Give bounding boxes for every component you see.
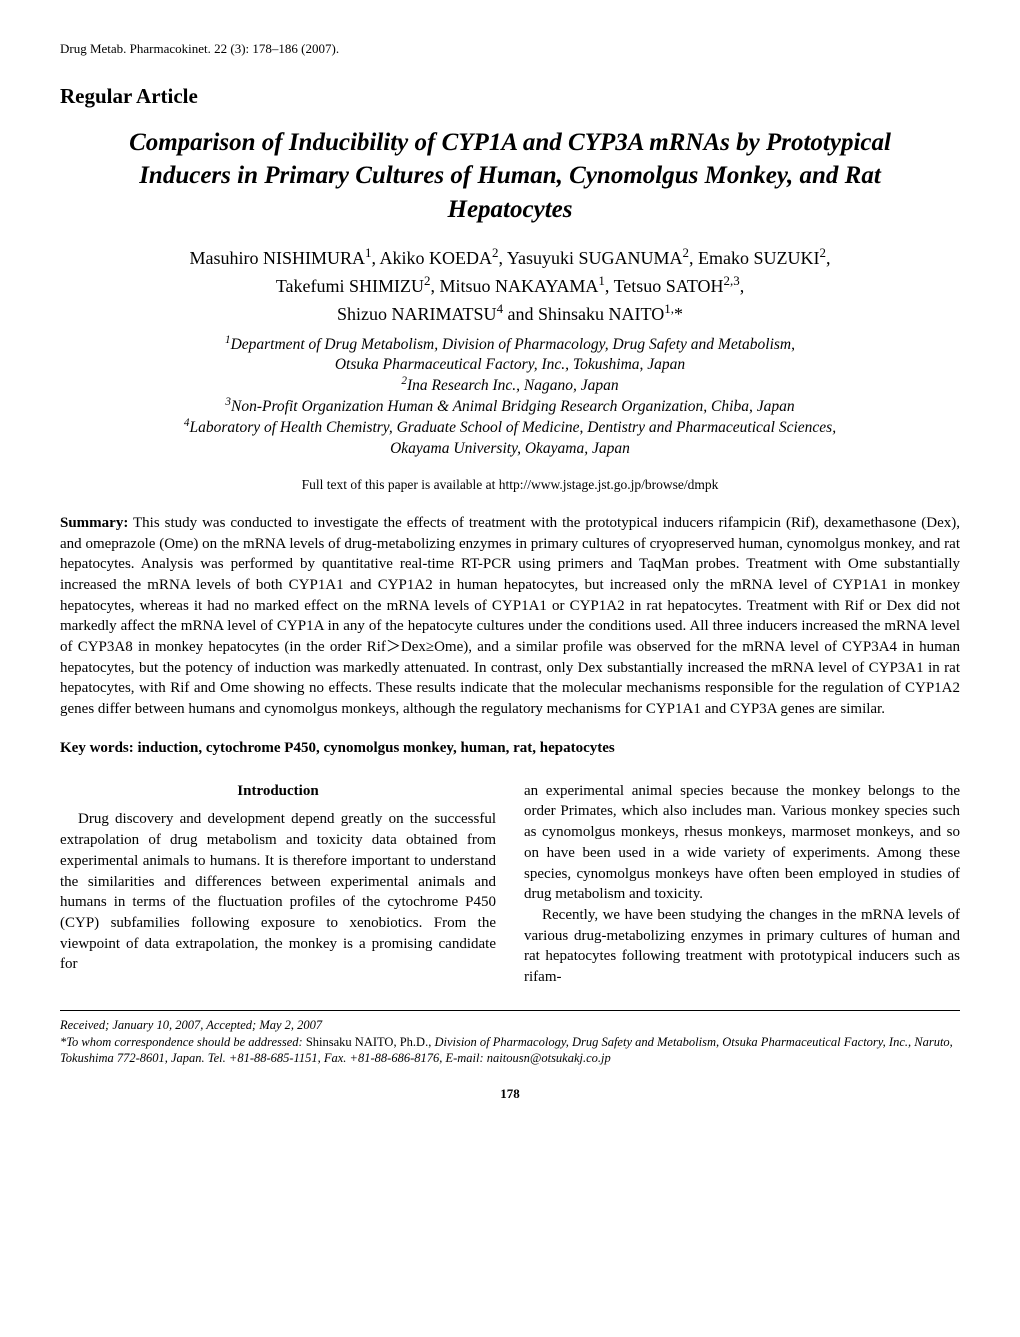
affiliations: 1Department of Drug Metabolism, Division… (60, 335, 960, 461)
keywords: Key words: induction, cytochrome P450, c… (60, 738, 960, 759)
introduction-heading: Introduction (60, 781, 496, 802)
corresponding-author: *To whom correspondence should be addres… (60, 1034, 960, 1068)
fulltext-availability: Full text of this paper is available at … (60, 476, 960, 495)
authors-list: Masuhiro NISHIMURA1, Akiko KOEDA2, Yasuy… (60, 245, 960, 329)
body-two-column: Introduction Drug discovery and developm… (60, 781, 960, 988)
page-number: 178 (60, 1085, 960, 1103)
footer-divider (60, 1010, 960, 1011)
intro-paragraph-1: Drug discovery and development depend gr… (60, 809, 496, 975)
received-accepted-dates: Received; January 10, 2007, Accepted; Ma… (60, 1017, 960, 1034)
abstract: Summary: This study was conducted to inv… (60, 513, 960, 720)
column-right: an experimental animal species because t… (524, 781, 960, 988)
intro-paragraph-2: Recently, we have been studying the chan… (524, 905, 960, 988)
summary-label: Summary: (60, 515, 128, 531)
footer: Received; January 10, 2007, Accepted; Ma… (60, 1017, 960, 1068)
intro-paragraph-1-cont: an experimental animal species because t… (524, 781, 960, 905)
summary-text: This study was conducted to investigate … (60, 515, 960, 717)
article-type: Regular Article (60, 82, 960, 111)
article-title: Comparison of Inducibility of CYP1A and … (100, 126, 920, 227)
column-left: Introduction Drug discovery and developm… (60, 781, 496, 988)
journal-reference: Drug Metab. Pharmacokinet. 22 (3): 178–1… (60, 40, 960, 58)
